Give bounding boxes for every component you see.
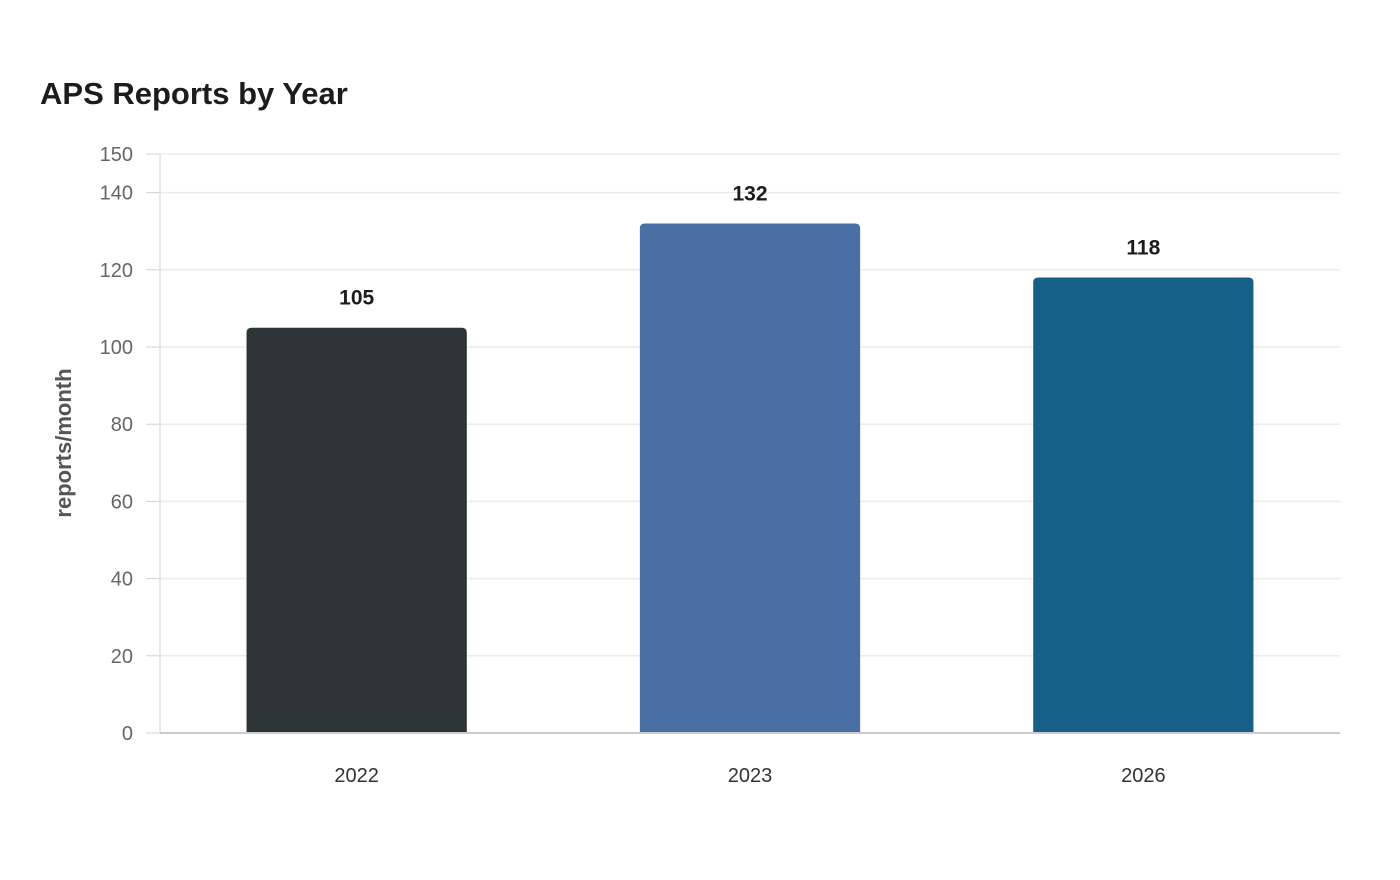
- x-tick-label-2022: 2022: [334, 765, 379, 787]
- y-axis-label: reports/month: [51, 368, 76, 517]
- bars: [246, 223, 1254, 734]
- y-tick-label: 20: [111, 646, 133, 668]
- data-label-2023: 132: [732, 182, 767, 205]
- y-tick-label: 120: [100, 260, 133, 282]
- y-tick-label: 100: [100, 337, 133, 359]
- y-tick-label: 150: [100, 144, 133, 166]
- bar-2026: [1033, 277, 1254, 733]
- bar-2022: [246, 327, 467, 733]
- labels: 0 20 40 60 80 100 120 140 150 105 2022 132 2023 118 20…: [100, 144, 1166, 787]
- y-tick-label: 140: [100, 183, 133, 205]
- y-tick-label: 80: [111, 414, 133, 436]
- data-label-2026: 118: [1126, 237, 1160, 260]
- bar-2023: [639, 223, 861, 734]
- axes: [146, 153, 1340, 734]
- y-tick-label: 60: [111, 491, 133, 513]
- x-tick-label-2023: 2023: [728, 765, 773, 787]
- chart-title: APS Reports by Year: [40, 76, 348, 111]
- y-tick-label: 0: [122, 723, 133, 745]
- x-tick-label-2026: 2026: [1121, 765, 1166, 787]
- y-tick-label: 40: [111, 569, 133, 591]
- data-label-2022: 105: [339, 287, 374, 310]
